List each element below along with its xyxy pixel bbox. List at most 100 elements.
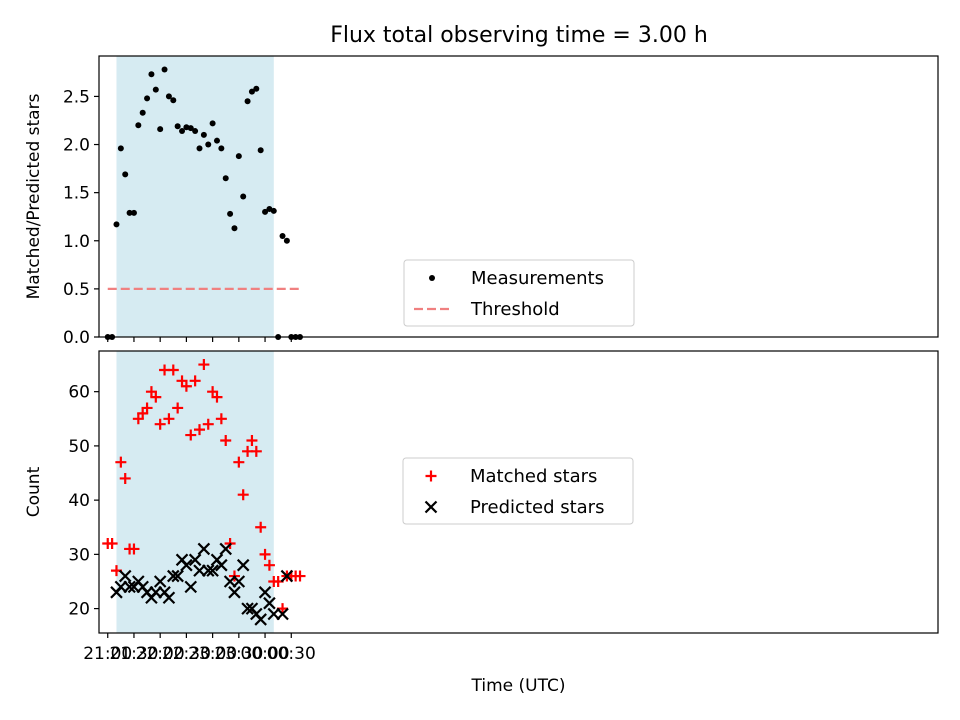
data-point bbox=[237, 489, 249, 501]
y-tick-label: 20 bbox=[68, 600, 90, 620]
data-point bbox=[206, 564, 219, 577]
data-point bbox=[236, 558, 250, 572]
data-point bbox=[279, 232, 286, 239]
data-point bbox=[263, 559, 275, 571]
data-point bbox=[113, 221, 120, 228]
y-tick-label: 2.0 bbox=[63, 136, 90, 156]
data-point bbox=[179, 128, 186, 135]
y-tick-label: 30 bbox=[68, 545, 90, 565]
data-point bbox=[174, 123, 181, 130]
data-point bbox=[228, 586, 241, 599]
data-point bbox=[241, 602, 254, 615]
y-tick-label: 1.5 bbox=[63, 184, 90, 204]
data-point bbox=[188, 553, 202, 567]
y-tick-label: 60 bbox=[68, 383, 90, 403]
data-point bbox=[211, 391, 223, 403]
legend-handle bbox=[425, 470, 437, 482]
x-tick-label: 23:30 bbox=[214, 644, 263, 664]
data-point bbox=[170, 97, 177, 104]
data-point bbox=[220, 434, 232, 446]
data-point bbox=[172, 402, 184, 414]
data-point bbox=[118, 569, 132, 583]
axes-frame bbox=[98, 350, 939, 634]
data-point bbox=[276, 607, 289, 621]
data-point bbox=[254, 613, 267, 626]
legend-label: Threshold bbox=[470, 299, 560, 320]
y-axis-label: Matched/Predicted stars bbox=[24, 93, 44, 299]
data-point bbox=[185, 429, 197, 441]
data-point bbox=[227, 210, 234, 217]
data-point bbox=[218, 145, 225, 152]
data-point bbox=[180, 380, 192, 392]
data-point bbox=[154, 418, 166, 430]
data-point bbox=[192, 128, 199, 135]
data-point bbox=[215, 558, 228, 572]
data-point bbox=[222, 175, 229, 182]
x-axis-label: Time (UTC) bbox=[471, 676, 566, 696]
data-point bbox=[215, 413, 227, 425]
plots: 0.0 0.5 1.0 1.5 2.0 2.5 Matched/Predicted star… bbox=[24, 55, 939, 696]
data-point bbox=[123, 580, 136, 594]
data-point bbox=[263, 596, 276, 610]
data-point bbox=[262, 208, 269, 215]
legend: Matched stars Predicted stars bbox=[402, 457, 634, 525]
legend: Measurements Threshold bbox=[403, 259, 635, 327]
panel-2: 20 30 40 50 60 21:0021:3022:0022:3023:0023:30… bbox=[24, 350, 939, 696]
data-point bbox=[257, 147, 264, 154]
legend-handle bbox=[424, 500, 438, 514]
data-point bbox=[150, 391, 162, 403]
data-point bbox=[119, 472, 131, 484]
data-point bbox=[167, 569, 180, 583]
data-point bbox=[126, 209, 133, 216]
data-point bbox=[165, 93, 172, 100]
series-predicted-stars bbox=[110, 542, 294, 626]
data-point bbox=[270, 207, 277, 214]
data-point bbox=[144, 95, 151, 102]
data-point bbox=[200, 131, 207, 138]
y-tick-label: 40 bbox=[68, 491, 90, 511]
panel-1: 0.0 0.5 1.0 1.5 2.0 2.5 Matched/Predicted star… bbox=[24, 55, 939, 348]
data-point bbox=[197, 542, 211, 556]
data-point bbox=[259, 548, 271, 560]
data-point bbox=[189, 375, 201, 387]
legend-label: Matched stars bbox=[470, 466, 597, 487]
data-point bbox=[117, 145, 124, 152]
data-point bbox=[253, 85, 260, 92]
data-point bbox=[219, 542, 233, 556]
data-point bbox=[187, 125, 194, 132]
data-point bbox=[294, 570, 306, 582]
legend-box bbox=[402, 457, 634, 525]
data-point bbox=[162, 591, 176, 605]
x-tick-label: 23:00 bbox=[188, 644, 237, 664]
data-point bbox=[198, 359, 210, 371]
series-matched-stars bbox=[102, 359, 306, 615]
data-point bbox=[153, 575, 167, 588]
axes-frame bbox=[98, 55, 939, 338]
data-point bbox=[283, 237, 290, 244]
data-point bbox=[233, 456, 245, 468]
data-point bbox=[232, 575, 246, 588]
data-point bbox=[209, 120, 216, 127]
y-tick-label: 1.0 bbox=[63, 232, 90, 252]
data-point bbox=[115, 456, 127, 468]
data-point bbox=[235, 153, 242, 160]
y-tick-label: 0.0 bbox=[63, 328, 90, 348]
data-point bbox=[167, 364, 179, 376]
data-point bbox=[213, 137, 220, 144]
data-point bbox=[135, 122, 142, 129]
x-tick-label: 00:30 bbox=[267, 644, 316, 664]
y-tick-label: 50 bbox=[68, 437, 90, 457]
legend-box bbox=[403, 259, 635, 327]
data-point bbox=[122, 171, 129, 178]
data-point bbox=[250, 445, 262, 457]
data-point bbox=[161, 66, 168, 73]
legend-handle bbox=[429, 275, 435, 281]
data-point bbox=[244, 98, 251, 105]
data-point bbox=[184, 580, 198, 594]
data-point bbox=[248, 88, 255, 95]
data-point bbox=[130, 209, 137, 216]
data-point bbox=[258, 586, 272, 599]
data-point bbox=[231, 225, 238, 232]
data-point bbox=[201, 564, 215, 577]
